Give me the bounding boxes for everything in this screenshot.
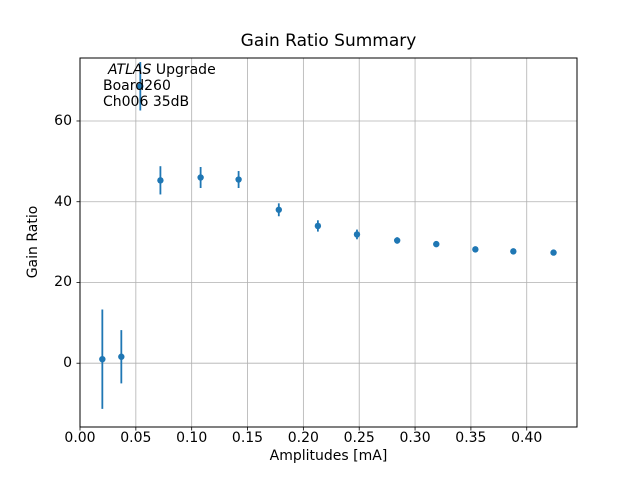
annotation-channel: Ch006 35dB (103, 94, 190, 110)
annotation-box: ATLAS Upgrade Board260 Ch006 35dB (103, 62, 216, 110)
x-tick-label: 0.20 (287, 430, 319, 446)
data-point-marker (137, 83, 144, 90)
data-point-marker (550, 249, 557, 256)
data-point-marker (197, 174, 204, 181)
chart-title: Gain Ratio Summary (240, 31, 417, 51)
plot-border (79, 57, 578, 428)
y-tick-label: 0 (63, 355, 72, 372)
data-point-marker (510, 248, 517, 255)
x-axis-label: Amplitudes [mA] (269, 448, 388, 464)
data-point-marker (157, 177, 164, 184)
data-point-marker (393, 237, 401, 244)
data-point-marker (472, 246, 479, 253)
data-point-marker (353, 231, 361, 238)
data-point-marker (235, 176, 242, 183)
y-tick-label: 60 (54, 112, 72, 129)
x-tick-label: 0.05 (120, 430, 152, 446)
x-tick-label: 0.40 (511, 430, 543, 446)
data-point-marker (433, 240, 440, 248)
x-tick-label: 0.15 (231, 430, 264, 446)
x-tick-label: 0.10 (176, 430, 208, 446)
x-tick-label: 0.00 (64, 430, 96, 446)
data-point-marker (99, 355, 106, 363)
annotation-program: Upgrade (151, 62, 216, 78)
annotation-line-1: ATLAS Upgrade (103, 62, 216, 78)
data-point-marker (275, 206, 282, 213)
annotation-board: Board260 (103, 78, 171, 94)
x-tick-label: 0.30 (399, 430, 431, 446)
x-tick-label: 0.25 (343, 430, 375, 446)
y-tick-label: 40 (54, 193, 72, 210)
y-axis-label: Gain Ratio (25, 205, 41, 279)
y-tick-label: 20 (54, 274, 72, 291)
x-tick-label: 0.35 (455, 430, 487, 446)
data-point-marker (314, 222, 322, 230)
annotation-experiment: ATLAS (108, 62, 152, 78)
data-point-marker (118, 353, 125, 360)
